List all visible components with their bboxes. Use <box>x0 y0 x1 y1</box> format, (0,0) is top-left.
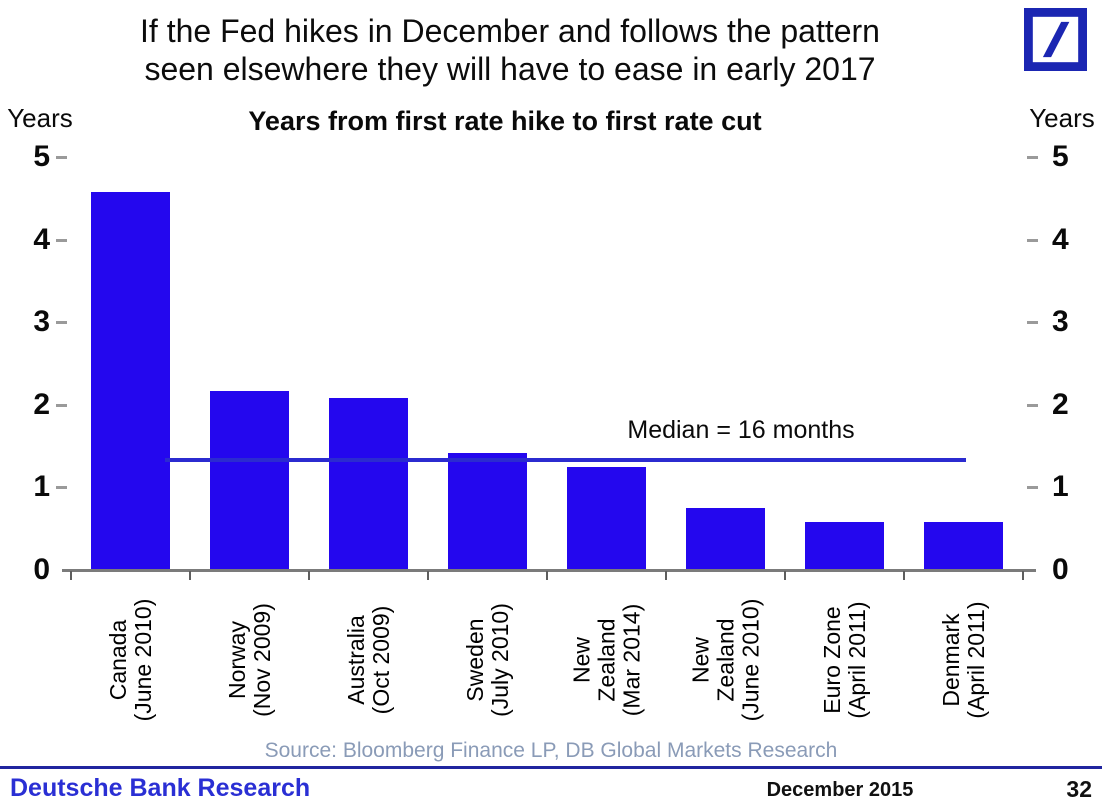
x-category-label: Euro Zone (April 2011) <box>819 601 870 719</box>
y-tick-label-right-3: 3 <box>1052 305 1069 339</box>
x-category-label: Australia (Oct 2009) <box>343 605 394 715</box>
y-tick-mark-left-5 <box>56 156 67 159</box>
y-tick-mark-left-1 <box>56 486 67 490</box>
bar-new-zealand-mar-2014 <box>567 467 646 570</box>
y-axis-unit-left: Years <box>7 103 73 133</box>
x-axis-line <box>62 569 1036 572</box>
x-axis-tick-5 <box>665 571 667 580</box>
y-tick-mark-right-3 <box>1027 321 1038 325</box>
y-tick-mark-left-2 <box>56 403 67 407</box>
y-tick-label-left-1: 1 <box>33 470 50 504</box>
y-tick-label-left-3: 3 <box>33 305 50 339</box>
source-note: Source: Bloomberg Finance LP, DB Global … <box>264 739 838 762</box>
x-axis-tick-7 <box>903 571 905 580</box>
footer-brand: Deutsche Bank Research <box>10 774 311 802</box>
y-tick-mark-left-3 <box>56 321 67 325</box>
slide-title-line1: If the Fed hikes in December and follows… <box>140 13 880 49</box>
bar-sweden-july-2010 <box>448 453 527 570</box>
bar-euro-zone-april-2011 <box>805 522 884 570</box>
x-category-label: New Zealand (June 2010) <box>687 598 764 722</box>
y-tick-label-left-0: 0 <box>33 553 50 586</box>
x-axis-tick-1 <box>189 571 191 580</box>
x-axis-tick-8 <box>1022 571 1024 580</box>
bar-new-zealand-june-2010 <box>686 508 765 570</box>
y-tick-label-right-0: 0 <box>1052 553 1069 586</box>
y-tick-mark-right-2 <box>1027 403 1038 407</box>
x-category-label-cell: Denmark (April 2011) <box>884 578 1044 742</box>
bar-canada-june-2010 <box>91 192 170 570</box>
slide-title-line2: seen elsewhere they will have to ease in… <box>144 51 876 87</box>
y-tick-mark-right-4 <box>1027 238 1038 242</box>
bar-denmark-april-2011 <box>924 522 1003 570</box>
footer-divider <box>0 766 1102 769</box>
footer-date: December 2015 <box>766 779 914 801</box>
median-line <box>165 458 966 462</box>
y-tick-label-right-4: 4 <box>1052 222 1069 256</box>
y-tick-label-left-4: 4 <box>33 222 50 256</box>
bar-norway-nov-2009 <box>210 391 289 570</box>
y-axis-unit-right: Years <box>1029 103 1095 133</box>
x-category-label: Norway (Nov 2009) <box>224 603 275 717</box>
y-tick-mark-right-5 <box>1027 156 1038 159</box>
deutsche-bank-logo-icon <box>1024 8 1087 71</box>
x-category-label: Denmark (April 2011) <box>938 601 989 719</box>
y-tick-label-right-2: 2 <box>1052 387 1069 421</box>
footer-page-number: 32 <box>1066 776 1092 802</box>
y-tick-mark-right-1 <box>1027 486 1038 490</box>
y-tick-mark-left-4 <box>56 238 67 242</box>
y-tick-label-right-1: 1 <box>1052 470 1069 504</box>
chart-title: Years from first rate hike to first rate… <box>248 106 762 136</box>
y-tick-label-right-5: 5 <box>1052 140 1069 173</box>
y-tick-label-left-2: 2 <box>33 387 50 421</box>
x-axis-tick-4 <box>546 571 548 580</box>
x-axis-tick-3 <box>427 571 429 580</box>
x-axis-tick-2 <box>308 571 310 580</box>
x-category-label: Sweden (July 2010) <box>462 603 513 717</box>
slide-title: If the Fed hikes in December and follows… <box>60 12 960 88</box>
y-tick-label-left-5: 5 <box>33 140 50 173</box>
x-axis-tick-6 <box>784 571 786 580</box>
median-annotation: Median = 16 months <box>627 416 855 444</box>
x-axis-tick-0 <box>70 571 72 580</box>
x-category-label: Canada (June 2010) <box>105 598 156 722</box>
bar-australia-oct-2009 <box>329 398 408 570</box>
x-category-label: New Zealand (Mar 2014) <box>568 603 645 717</box>
